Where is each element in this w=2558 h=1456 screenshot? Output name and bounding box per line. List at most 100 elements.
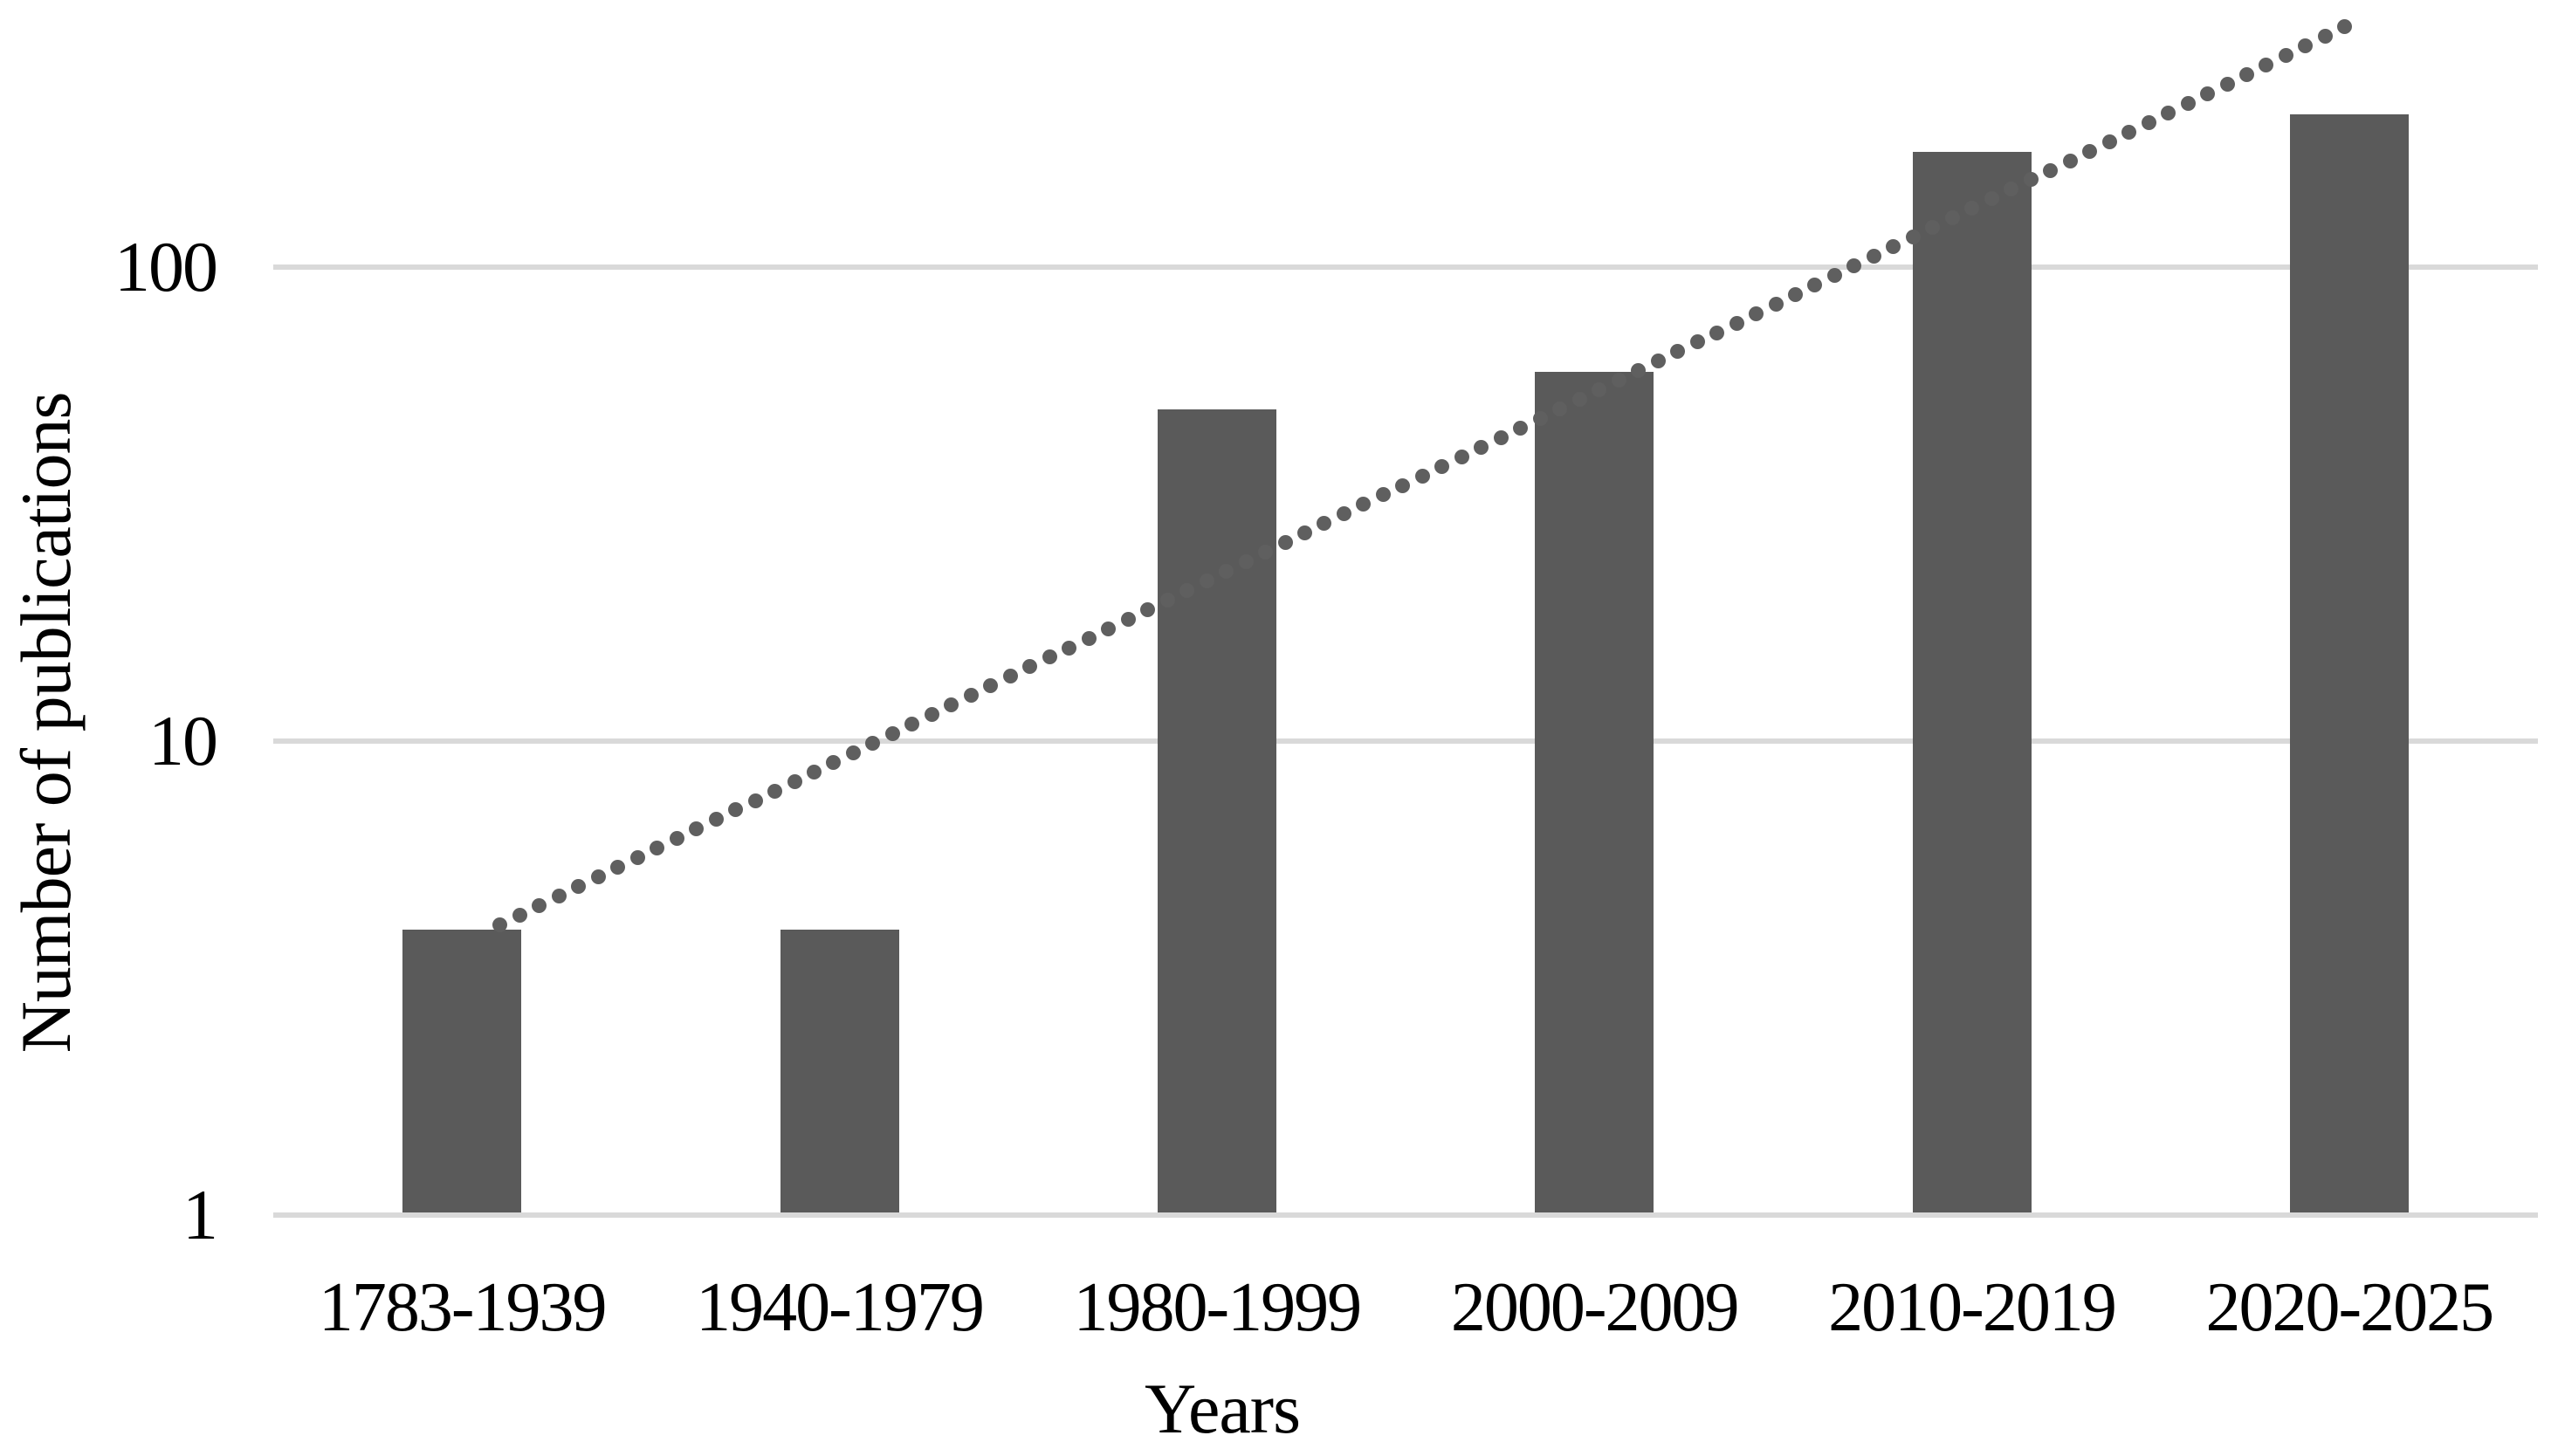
trendline-dot <box>669 831 684 847</box>
trendline-dot <box>1650 354 1666 369</box>
trendline-dot <box>787 773 802 789</box>
trendline-dot <box>1689 334 1705 350</box>
trendline-dot <box>689 821 705 837</box>
trendline-dot <box>1002 669 1018 684</box>
trendline-dot <box>1081 630 1097 646</box>
trendline-dot <box>1768 296 1784 312</box>
trendline-dot <box>1866 248 1881 264</box>
x-tick-label: 2020-2025 <box>2205 1269 2495 1346</box>
trendline-dot <box>1395 477 1411 493</box>
trendline-dot <box>2101 134 2117 149</box>
trendline-dot <box>1846 258 1862 273</box>
trendline-dot <box>2004 182 2019 197</box>
trendline-dot <box>1179 582 1195 598</box>
trendline-dot <box>1101 621 1117 636</box>
trendline-dot <box>629 850 645 866</box>
x-axis-title: Years <box>1144 1369 1301 1448</box>
x-tick-label: 1980-1999 <box>1073 1269 1363 1346</box>
trendline-dot <box>1964 201 1980 216</box>
trendline-dot <box>1826 267 1842 283</box>
trendline-dot <box>1277 535 1293 551</box>
trendline-dot <box>1611 373 1626 388</box>
trendline-dot <box>2337 19 2353 35</box>
trendline-dot <box>590 869 606 885</box>
bar <box>780 930 899 1212</box>
y-tick-label: 1 <box>182 1175 218 1254</box>
trendline-dot <box>1709 325 1725 340</box>
trendline-dot <box>650 841 665 856</box>
trendline-dot <box>728 802 744 818</box>
trendline-dot <box>1807 277 1823 292</box>
trendline-dot <box>551 888 567 903</box>
trendline-dot <box>1219 563 1234 579</box>
trendline-dot <box>944 697 959 713</box>
trendline-dot <box>1042 649 1057 665</box>
trendline-dot <box>532 897 547 913</box>
gridline <box>273 1212 2538 1218</box>
trendline-dot <box>1532 410 1548 426</box>
trendline-dot <box>1238 554 1254 570</box>
trendline-dot <box>845 745 861 760</box>
trendline-dot <box>807 764 822 780</box>
trendline-dot <box>1120 611 1136 627</box>
trendline-dot <box>571 879 587 894</box>
trendline-dot <box>2121 124 2137 140</box>
trendline-dot <box>2161 105 2176 120</box>
trendline-dot <box>1493 429 1509 445</box>
trendline-dot <box>1356 497 1372 512</box>
bar <box>1912 152 2032 1212</box>
trendline-dot <box>1886 239 1901 255</box>
trendline-dot <box>1375 487 1391 503</box>
trendline-dot <box>2082 143 2098 159</box>
trendline-dot <box>1592 382 1607 398</box>
trendline-dot <box>1944 210 1960 226</box>
gridline <box>273 738 2538 744</box>
x-tick-label: 1940-1979 <box>696 1269 985 1346</box>
trendline-dot <box>2062 153 2078 168</box>
trendline-dot <box>1062 640 1077 656</box>
trendline-dot <box>1552 402 1568 417</box>
bar <box>1535 372 1654 1212</box>
y-tick-label: 100 <box>114 227 218 306</box>
bar <box>1157 409 1276 1212</box>
trendline-dot <box>924 707 939 723</box>
trendline-dot <box>1454 449 1469 464</box>
trendline-dot <box>747 793 763 808</box>
trendline-dot <box>1434 458 1450 474</box>
trendline-dot <box>865 735 881 751</box>
trendline-dot <box>904 717 920 732</box>
trendline-dot <box>884 725 900 741</box>
trendline-dot <box>492 917 508 932</box>
bar <box>402 930 522 1212</box>
y-tick-label: 10 <box>148 701 218 780</box>
trendline-dot <box>1729 315 1744 331</box>
trendline-dot <box>1474 439 1489 455</box>
trendline-dot <box>1749 306 1764 321</box>
trendline-dot <box>1140 601 1156 617</box>
trendline-dot <box>983 678 999 694</box>
trendline-dot <box>1296 525 1312 541</box>
trendline-dot <box>512 907 527 923</box>
trendline-dot <box>2043 162 2059 178</box>
trendline-dot <box>1336 506 1351 522</box>
gridline <box>273 264 2538 270</box>
trendline-dot <box>1414 468 1430 484</box>
trendline-dot <box>1199 573 1214 588</box>
trendline-dot <box>610 860 626 876</box>
trendline-dot <box>2317 29 2333 45</box>
trendline-dot <box>826 754 842 770</box>
trendline-dot <box>1513 420 1529 436</box>
trendline-dot <box>767 783 783 799</box>
trendline-dot <box>1022 659 1038 675</box>
trendline-dot <box>1670 344 1686 360</box>
trendline-dot <box>2200 86 2216 102</box>
trendline-dot <box>2219 77 2235 93</box>
trendline-dot <box>2278 48 2293 64</box>
trendline-dot <box>1925 220 1941 236</box>
trendline-dot <box>1787 286 1803 302</box>
trendline-dot <box>1317 516 1332 532</box>
trendline-dot <box>2023 172 2039 188</box>
trendline-dot <box>2259 58 2274 73</box>
trendline-dot <box>1631 363 1647 379</box>
